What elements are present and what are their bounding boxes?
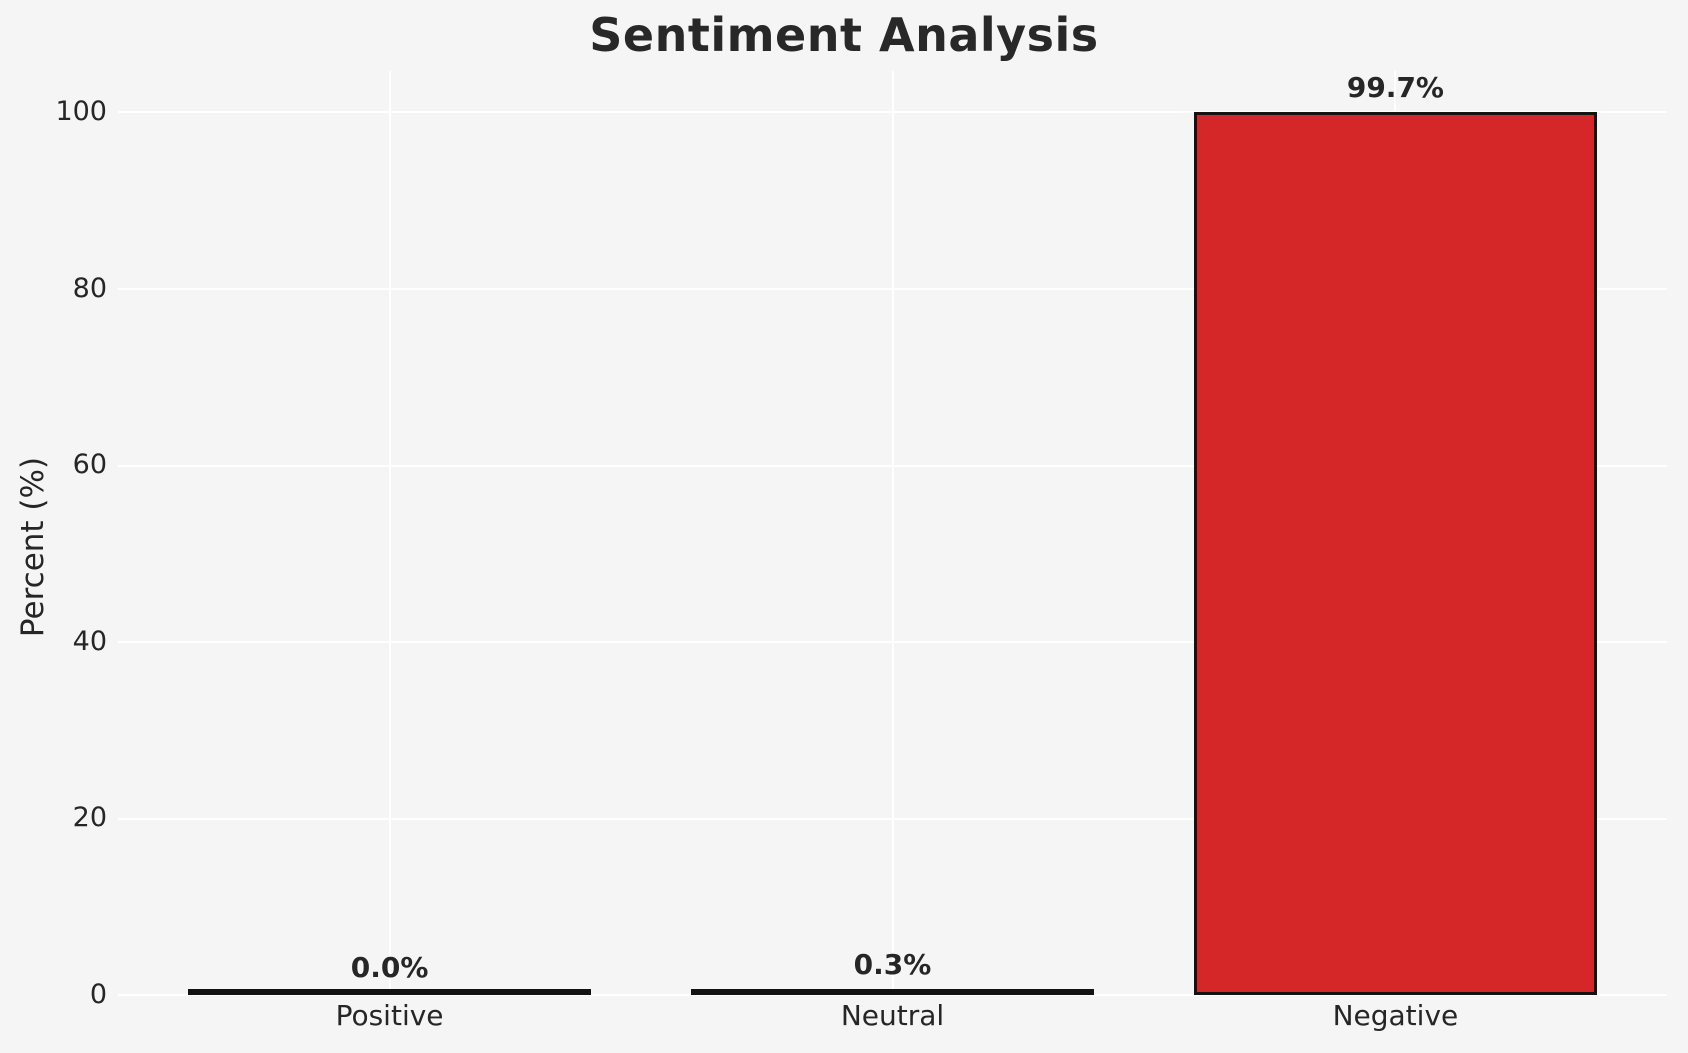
y-tick-label-60: 60 [72, 449, 107, 481]
x-tick-label-neutral: Neutral [840, 999, 945, 1032]
bar-positive [188, 989, 591, 995]
gridline-vertical-neutral [891, 71, 894, 995]
bar-negative [1194, 112, 1597, 995]
gridline-horizontal-0 [118, 994, 1667, 996]
y-tick-label-80: 80 [72, 272, 107, 304]
plot-area: 0.0% 0.3% 99.7% [118, 71, 1667, 996]
chart-title: Sentiment Analysis [589, 8, 1099, 62]
value-label-positive: 0.0% [350, 951, 429, 984]
bar-neutral [691, 989, 1094, 995]
y-tick-label-0: 0 [89, 979, 107, 1010]
value-label-neutral: 0.3% [853, 948, 932, 982]
y-tick-label-20: 20 [72, 802, 107, 834]
gridline-vertical-positive [388, 71, 391, 995]
y-tick-label-40: 40 [72, 625, 107, 657]
y-tick-label-100: 100 [55, 96, 107, 128]
value-label-negative: 99.7% [1346, 71, 1444, 105]
x-tick-label-negative: Negative [1332, 999, 1459, 1032]
x-tick-label-positive: Positive [335, 999, 444, 1032]
